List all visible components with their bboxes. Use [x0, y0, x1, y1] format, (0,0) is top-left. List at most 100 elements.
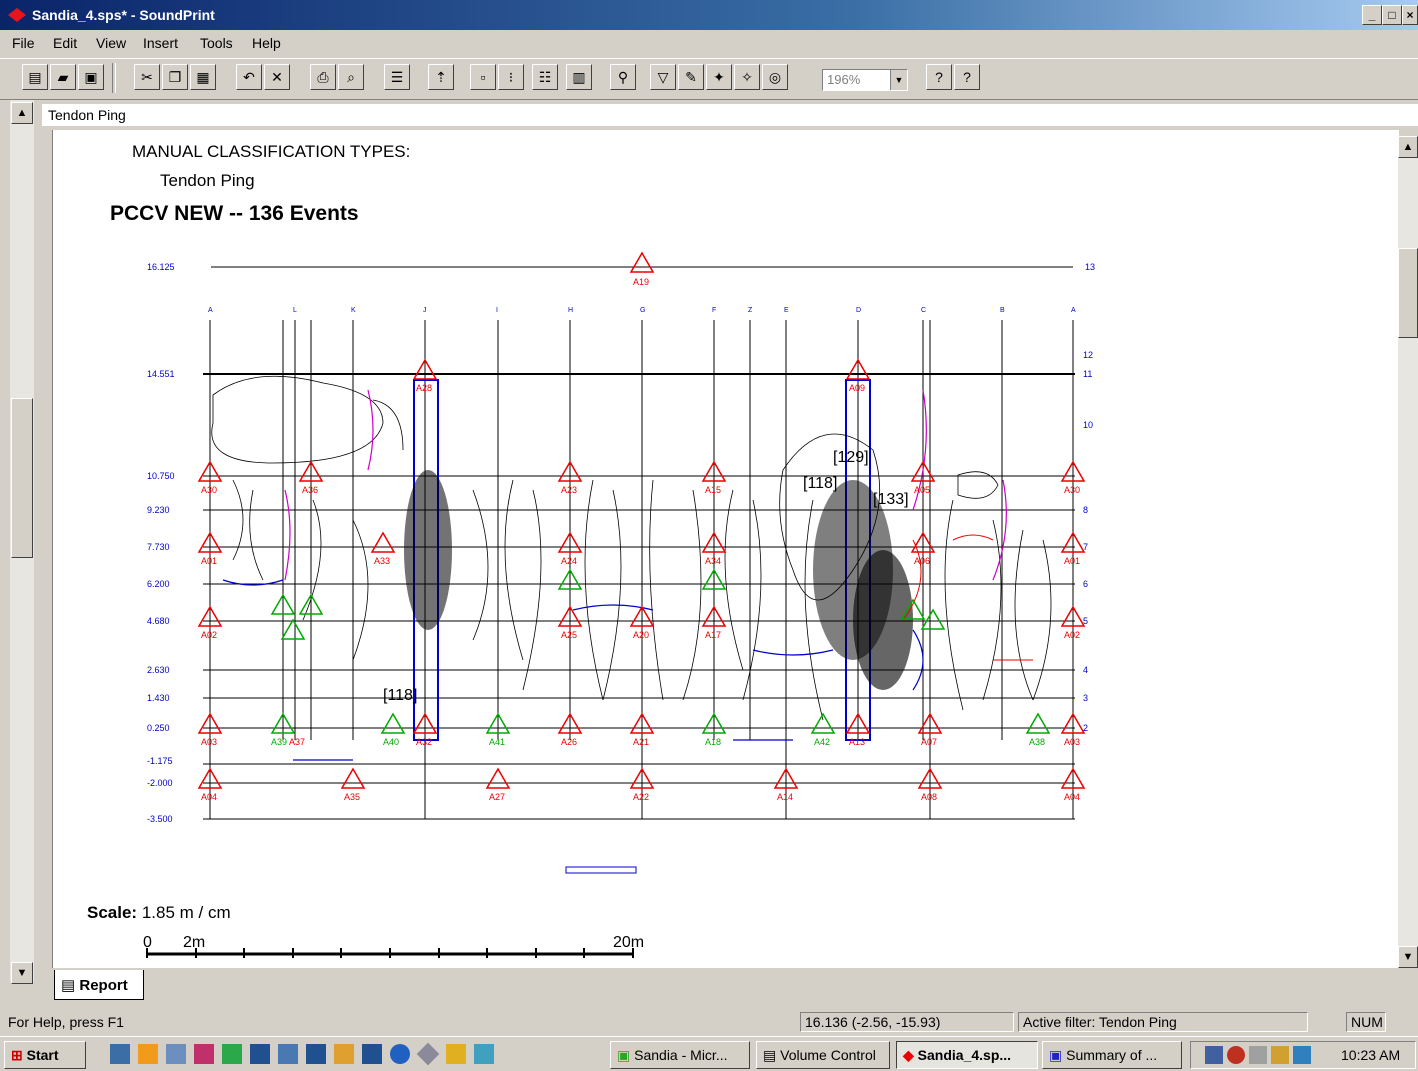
axis-label: 10.750 [147, 471, 175, 481]
tray-users-icon[interactable] [1293, 1046, 1311, 1064]
chevron-down-icon[interactable]: ▼ [890, 70, 907, 90]
tab-report[interactable]: ▤ Report [54, 970, 144, 1000]
axis-label: 14.551 [147, 369, 175, 379]
undo-icon[interactable]: ↶ [236, 64, 262, 90]
clock[interactable]: 10:23 AM [1341, 1047, 1401, 1063]
scroll-down-icon[interactable]: ▼ [11, 962, 33, 984]
task-volume-control[interactable]: ▤ Volume Control [756, 1041, 890, 1069]
menu-insert[interactable]: Insert [143, 35, 179, 51]
sensor-label: A02 [201, 630, 217, 640]
menu-tools[interactable]: Tools [200, 35, 233, 51]
menu-edit[interactable]: Edit [53, 35, 78, 51]
outer-vertical-scrollbar[interactable]: ▲ ▼ [10, 100, 34, 984]
delete-icon[interactable]: ✕ [264, 64, 290, 90]
new-icon[interactable]: ▤ [22, 64, 48, 90]
app-quicklaunch-icon[interactable] [166, 1044, 186, 1064]
copy-icon[interactable]: ❐ [162, 64, 188, 90]
status-help-text: For Help, press F1 [8, 1014, 124, 1030]
filter-icon[interactable]: ▽ [650, 64, 676, 90]
sensor-label: A32 [416, 737, 432, 747]
properties-icon[interactable]: ☰ [384, 64, 410, 90]
sensor-label: A33 [374, 556, 390, 566]
sensor-triangle-icon [485, 712, 511, 734]
window-icon[interactable] [250, 1044, 270, 1064]
restore-button[interactable]: □ [1382, 5, 1402, 25]
layout-1-icon[interactable]: ▫ [470, 64, 496, 90]
app-quicklaunch-icon[interactable] [194, 1044, 214, 1064]
menu-file[interactable]: File [12, 35, 35, 51]
column-letter: G [640, 307, 645, 314]
scale-row: Scale: 1.85 m / cm [87, 903, 231, 923]
axis-label: 5 [1083, 616, 1088, 626]
column-letter: A [1071, 307, 1076, 314]
event-icon[interactable]: ✧ [734, 64, 760, 90]
task-summary-of[interactable]: ▣ Summary of ... [1042, 1041, 1182, 1069]
sensor-triangle-icon [701, 568, 727, 590]
sensor-map-icon[interactable]: ◎ [762, 64, 788, 90]
layout-3-icon[interactable]: ☷ [532, 64, 558, 90]
document-title: Tendon Ping [48, 107, 126, 123]
layout-2-icon[interactable]: ⁝ [498, 64, 524, 90]
desktop-icon[interactable] [110, 1044, 130, 1064]
filter-edit-icon[interactable]: ✎ [678, 64, 704, 90]
scroll-down-icon[interactable]: ▼ [1398, 946, 1418, 968]
tray-antivirus-icon[interactable] [1227, 1046, 1245, 1064]
paint-icon[interactable] [334, 1044, 354, 1064]
tray-app-icon[interactable] [1271, 1046, 1289, 1064]
sensor-label: A18 [705, 737, 721, 747]
sensor-label: A15 [705, 485, 721, 495]
print-icon[interactable]: ⎙ [310, 64, 336, 90]
axis-label: -1.175 [147, 756, 173, 766]
menu-help[interactable]: Help [252, 35, 281, 51]
report-vertical-scrollbar[interactable]: ▲ ▼ [1398, 136, 1418, 968]
internet-explorer-icon[interactable] [390, 1044, 410, 1064]
sensor-triangle-icon [701, 460, 727, 482]
start-button[interactable]: ⊞ Start [4, 1041, 86, 1069]
help-icon[interactable]: ? [926, 64, 952, 90]
column-letter: B [1000, 307, 1005, 314]
toolbar-separator [112, 63, 116, 93]
close-button[interactable]: × [1402, 5, 1418, 25]
calculator-icon[interactable] [278, 1044, 298, 1064]
window-icon[interactable] [362, 1044, 382, 1064]
sensor-triangle-icon [298, 593, 324, 615]
classify-icon[interactable]: ✦ [706, 64, 732, 90]
sensor-triangle-icon [340, 767, 366, 789]
context-help-icon[interactable]: ? [954, 64, 980, 90]
axis-label: 11 [1083, 369, 1092, 379]
open-folder-icon[interactable]: ▰ [50, 64, 76, 90]
up-level-icon[interactable]: ⇡ [428, 64, 454, 90]
menu-view[interactable]: View [96, 35, 127, 51]
sensor-label: A30 [201, 485, 217, 495]
app-quicklaunch-icon[interactable] [474, 1044, 494, 1064]
media-player-icon[interactable] [138, 1044, 158, 1064]
app-quicklaunch-icon[interactable] [416, 1042, 440, 1066]
scroll-thumb[interactable] [11, 398, 33, 558]
axis-label: 12 [1083, 350, 1093, 360]
minimize-button[interactable]: _ [1362, 5, 1382, 25]
window-icon[interactable] [306, 1044, 326, 1064]
sensor-label: A20 [633, 630, 649, 640]
scroll-up-icon[interactable]: ▲ [1398, 136, 1418, 158]
cut-icon[interactable]: ✂ [134, 64, 160, 90]
print-preview-icon[interactable]: ⌕ [338, 64, 364, 90]
task-sandia-4-active[interactable]: ◆ Sandia_4.sp... [896, 1041, 1038, 1069]
scroll-thumb[interactable] [1398, 248, 1418, 338]
zoom-value: 196% [827, 72, 861, 87]
save-icon[interactable]: ▣ [78, 64, 104, 90]
app-quicklaunch-icon[interactable] [222, 1044, 242, 1064]
status-bar: For Help, press F1 16.136 (-2.56, -15.93… [0, 1010, 1418, 1034]
find-icon[interactable]: ⚲ [610, 64, 636, 90]
scroll-up-icon[interactable]: ▲ [11, 102, 33, 124]
zoom-select[interactable]: 196% ▼ [822, 69, 908, 91]
sensor-triangle-icon [270, 593, 296, 615]
sensor-label: A26 [561, 737, 577, 747]
task-sandia-micr[interactable]: ▣ Sandia - Micr... [610, 1041, 750, 1069]
paste-icon[interactable]: ▦ [190, 64, 216, 90]
title-bar[interactable]: Sandia_4.sps* - SoundPrint _ □ × [0, 0, 1418, 30]
tray-speaker-icon[interactable] [1249, 1046, 1267, 1064]
layout-4-icon[interactable]: ▥ [566, 64, 592, 90]
pencil-icon[interactable] [446, 1044, 466, 1064]
tray-network-icon[interactable] [1205, 1046, 1223, 1064]
column-letter: A [208, 307, 213, 314]
